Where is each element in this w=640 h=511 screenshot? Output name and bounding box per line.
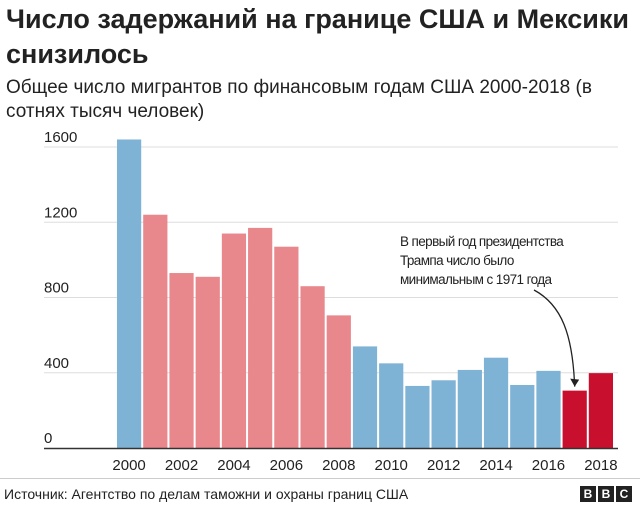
- bbc-logo-letter: C: [616, 486, 632, 502]
- bar: [169, 273, 194, 448]
- x-tick-label: 2008: [322, 457, 355, 474]
- bar: [536, 370, 561, 448]
- source-note: Источник: Агентство по делам таможни и о…: [4, 486, 409, 502]
- annotation-text: Трампа число было: [400, 253, 514, 268]
- x-tick-label: 2016: [532, 457, 565, 474]
- bar: [510, 384, 535, 448]
- x-tick-label: 2000: [112, 457, 145, 474]
- bar: [274, 246, 299, 448]
- bar-chart: 0 400 800 1200 1600 2000 2002 2004 2006 2008 2010 2…: [44, 129, 618, 474]
- bar: [562, 390, 587, 448]
- bar: [405, 385, 430, 448]
- annotation-arrowhead: [570, 378, 580, 387]
- x-tick-label: 2004: [217, 457, 250, 474]
- y-tick-label: 400: [44, 355, 69, 372]
- bar: [248, 227, 273, 448]
- y-tick-label: 800: [44, 280, 69, 297]
- footer-divider: [0, 478, 640, 479]
- annotation-arrow: [533, 289, 576, 387]
- x-tick-label: 2006: [270, 457, 303, 474]
- bbc-logo-letter: B: [580, 486, 596, 502]
- x-tick-label: 2014: [479, 457, 512, 474]
- bar: [379, 363, 404, 448]
- annotation-text: минимальным с 1971 года: [400, 272, 553, 287]
- chart-title: Число задержаний на границе США и Мексик…: [6, 4, 629, 69]
- y-tick-label: 1200: [44, 204, 77, 221]
- annotation-text: В первый год президентства: [400, 234, 564, 249]
- x-tick-label: 2010: [375, 457, 408, 474]
- bar: [588, 373, 613, 448]
- x-tick-label: 2002: [165, 457, 198, 474]
- bar: [326, 315, 351, 448]
- bar: [143, 214, 168, 448]
- chart-subtitle: Общее число мигрантов по финансовым года…: [6, 77, 592, 122]
- bar: [431, 380, 456, 448]
- y-tick-label: 1600: [44, 129, 77, 146]
- x-tick-label: 2018: [584, 457, 617, 474]
- bar: [300, 286, 325, 448]
- bar: [483, 357, 509, 448]
- bar: [352, 346, 378, 448]
- bar: [457, 369, 482, 448]
- bbc-logo-letter: B: [598, 486, 614, 502]
- bar: [221, 233, 247, 448]
- bar: [195, 276, 220, 448]
- x-tick-label: 2012: [427, 457, 460, 474]
- y-tick-label: 0: [44, 430, 52, 447]
- bar: [117, 139, 142, 448]
- bbc-logo: B B C: [580, 486, 632, 502]
